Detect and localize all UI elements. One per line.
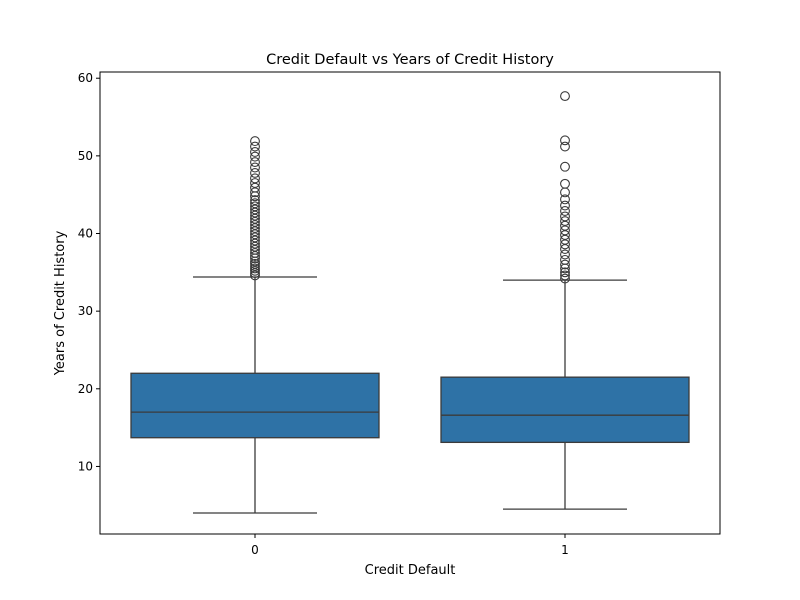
y-axis-label: Years of Credit History [53,230,68,376]
outlier-point [560,206,570,216]
y-tick-label: 30 [78,304,93,318]
y-tick-label: 60 [78,71,93,85]
outlier-point [560,200,570,211]
outlier-point [560,249,570,260]
outlier-point [560,267,570,278]
outlier-point [560,135,570,146]
outlier-point [250,263,260,274]
x-tick-label: 1 [561,543,569,557]
outlier-point [250,162,260,173]
plot-frame [99,71,721,535]
outlier-point [560,141,570,152]
outlier-point [560,273,570,284]
outlier-point [560,194,570,205]
outlier-point [250,167,260,178]
outlier-point [250,201,260,212]
y-tick-label: 20 [78,382,93,396]
outlier-point [250,157,260,168]
outlier-point [250,141,260,152]
y-tick-label: 40 [78,227,93,241]
outlier-point [560,254,570,265]
outlier-point [560,259,570,270]
outlier-point [250,195,260,206]
plot-area: 10 20 30 40 50 60 0 1 [78,71,690,557]
outlier-point [560,270,570,281]
x-tick-label: 0 [251,543,259,557]
iqr-box [440,376,690,444]
outlier-point [250,151,260,162]
outlier-point [560,178,570,189]
y-tick-label: 50 [78,149,93,163]
outlier-point [560,91,570,102]
y-tick-label: 10 [78,459,93,473]
outlier-point [250,178,260,188]
outlier-point [250,198,260,209]
iqr-box [130,372,380,439]
outlier-point [560,216,570,227]
outlier-point [560,161,570,172]
outlier-point [250,136,260,147]
outlier-point [250,147,260,157]
x-axis-label: Credit Default [365,563,456,578]
outlier-point [250,258,260,269]
outlier-point [250,261,260,272]
outlier-point [250,173,260,184]
chart-title: Credit Default vs Years of Credit Histor… [266,52,554,68]
outlier-point [560,211,570,222]
